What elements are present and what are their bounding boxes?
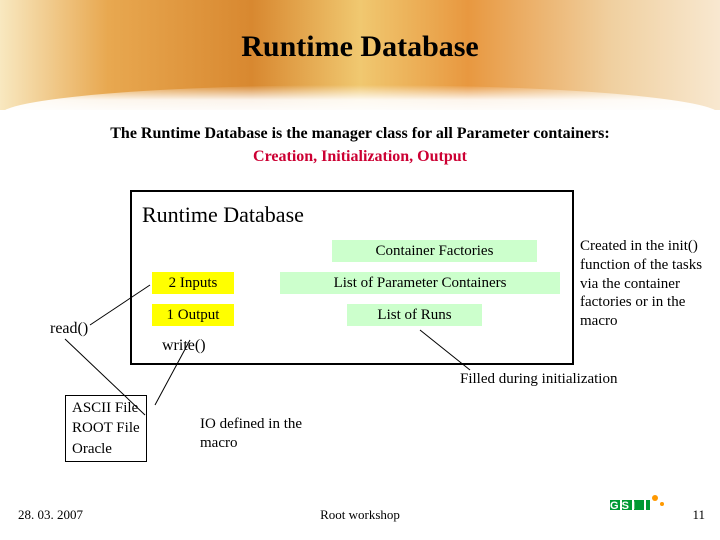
container-factories-box: Container Factories (332, 240, 537, 262)
runtime-db-box: Runtime Database Container Factories 2 I… (130, 190, 574, 365)
parameter-containers-box: List of Parameter Containers (280, 272, 560, 294)
file-type-ascii: ASCII File (72, 398, 140, 418)
box-title: Runtime Database (132, 192, 572, 233)
header-swoosh (0, 85, 720, 115)
page-title: Runtime Database (0, 30, 720, 64)
subtitle-red: Creation, Initialization, Output (0, 148, 720, 166)
side-note: Created in the init() function of the ta… (580, 237, 710, 331)
file-types: ASCII File ROOT File Oracle (65, 395, 147, 462)
fill-note: Filled during initialization (460, 371, 617, 388)
output-box: 1 Output (152, 304, 234, 326)
subtitle: The Runtime Database is the manager clas… (40, 125, 680, 143)
content-area: The Runtime Database is the manager clas… (0, 115, 720, 181)
footer-page: 11 (692, 507, 705, 523)
read-label: read() (50, 320, 88, 338)
list-of-runs-box: List of Runs (347, 304, 482, 326)
write-label: write() (162, 337, 206, 355)
file-type-oracle: Oracle (72, 439, 140, 459)
gsi-logo: G S I (610, 492, 670, 518)
inputs-box: 2 Inputs (152, 272, 234, 294)
io-note: IO defined in the macro (200, 415, 302, 453)
file-type-root: ROOT File (72, 418, 140, 438)
svg-text:G S I: G S I (610, 500, 635, 512)
